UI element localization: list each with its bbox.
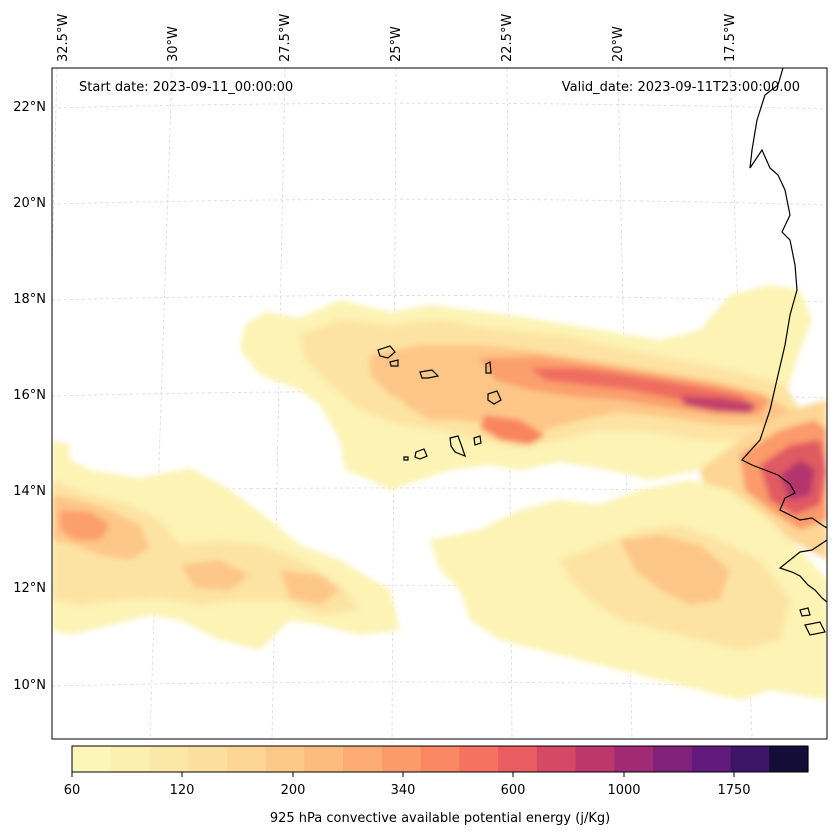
- colorbar-swatch: [343, 746, 383, 772]
- parallel-10n: [52, 681, 827, 689]
- contour-fill: [52, 285, 827, 700]
- cape-field: [52, 68, 827, 739]
- lon-label: 27.5°W: [278, 14, 293, 62]
- colorbar-swatch: [691, 746, 732, 772]
- lat-labels: 22°N 20°N 18°N 16°N 14°N 12°N 10°N: [13, 100, 46, 693]
- colorbar-swatch: [149, 746, 189, 772]
- island-fogo: [414, 448, 428, 460]
- island-bijagos: [799, 607, 811, 617]
- lon-label: 17.5°W: [723, 14, 738, 62]
- colorbar-tick-label: 120: [170, 783, 195, 798]
- lon-label: 32.5°W: [56, 14, 71, 62]
- island-maio: [473, 435, 482, 446]
- colorbar-swatch: [110, 746, 151, 772]
- lat-label: 18°N: [13, 292, 46, 307]
- colorbar-swatch: [730, 746, 770, 772]
- guinea-coast: [778, 539, 827, 603]
- colorbar-tick-label: 340: [391, 783, 416, 798]
- lat-label: 10°N: [13, 678, 46, 693]
- colorbar-tick-label: 600: [501, 783, 526, 798]
- colorbar-label: 925 hPa convective available potential e…: [270, 811, 610, 826]
- colorbar-swatch: [420, 746, 460, 772]
- colorbar-swatch: [188, 746, 228, 772]
- lon-label: 30°W: [166, 26, 181, 62]
- colorbar-swatch: [575, 746, 615, 772]
- colorbar-tick-label: 200: [281, 783, 306, 798]
- lat-label: 22°N: [13, 100, 46, 115]
- africa-coast: [741, 68, 827, 529]
- island-sao-vicente: [389, 359, 399, 367]
- coastlines: [377, 68, 827, 636]
- start-date-label: Start date: 2023-09-11_00:00:00: [79, 80, 293, 95]
- island-santo-antao: [377, 345, 396, 359]
- colorbar-tick-label: 1000: [607, 783, 640, 798]
- lon-label: 22.5°W: [500, 14, 515, 62]
- colorbar-swatch: [381, 746, 422, 772]
- lon-label: 20°W: [611, 26, 626, 62]
- colorbar-swatch: [614, 746, 654, 772]
- colorbar-swatch: [653, 746, 693, 772]
- colorbar-ticks: 60 120 200 340 600 1000 1750: [64, 772, 751, 798]
- island-bijagos-2: [804, 621, 826, 636]
- lat-label: 12°N: [13, 581, 46, 596]
- colorbar-swatch: [304, 746, 344, 772]
- valid-date-label: Valid_date: 2023-09-11T23:00:00.00: [562, 80, 800, 95]
- island-sal: [485, 361, 492, 374]
- parallel-18n: [52, 295, 827, 303]
- map-frame: [51, 67, 828, 740]
- island-brava: [403, 456, 409, 461]
- island-boa-vista: [487, 390, 502, 405]
- lat-label: 16°N: [13, 388, 46, 403]
- lat-label: 20°N: [13, 196, 46, 211]
- colorbar-swatch: [498, 746, 538, 772]
- colorbar-swatch: [769, 746, 809, 772]
- parallel-22n: [52, 102, 827, 110]
- lon-label: 25°W: [389, 26, 404, 62]
- lat-label: 14°N: [13, 484, 46, 499]
- colorbar-swatch: [536, 746, 577, 772]
- colorbar-swatch: [226, 746, 267, 772]
- colorbar-swatch: [265, 746, 306, 772]
- colorbar-tick-label: 1750: [717, 783, 750, 798]
- island-sao-nicolau: [419, 369, 440, 379]
- colorbar-swatch: [459, 746, 499, 772]
- colorbar: [72, 746, 809, 772]
- colorbar-swatch: [72, 746, 112, 772]
- island-santiago: [449, 435, 466, 458]
- lon-labels: 32.5°W 30°W 27.5°W 25°W 22.5°W 20°W 17.5…: [56, 14, 738, 62]
- parallel-20n: [52, 198, 827, 206]
- colorbar-frame: [71, 745, 809, 773]
- parallel-16n: [52, 391, 827, 399]
- meridian-30w: [149, 68, 173, 739]
- colorbar-tick-label: 60: [64, 783, 81, 798]
